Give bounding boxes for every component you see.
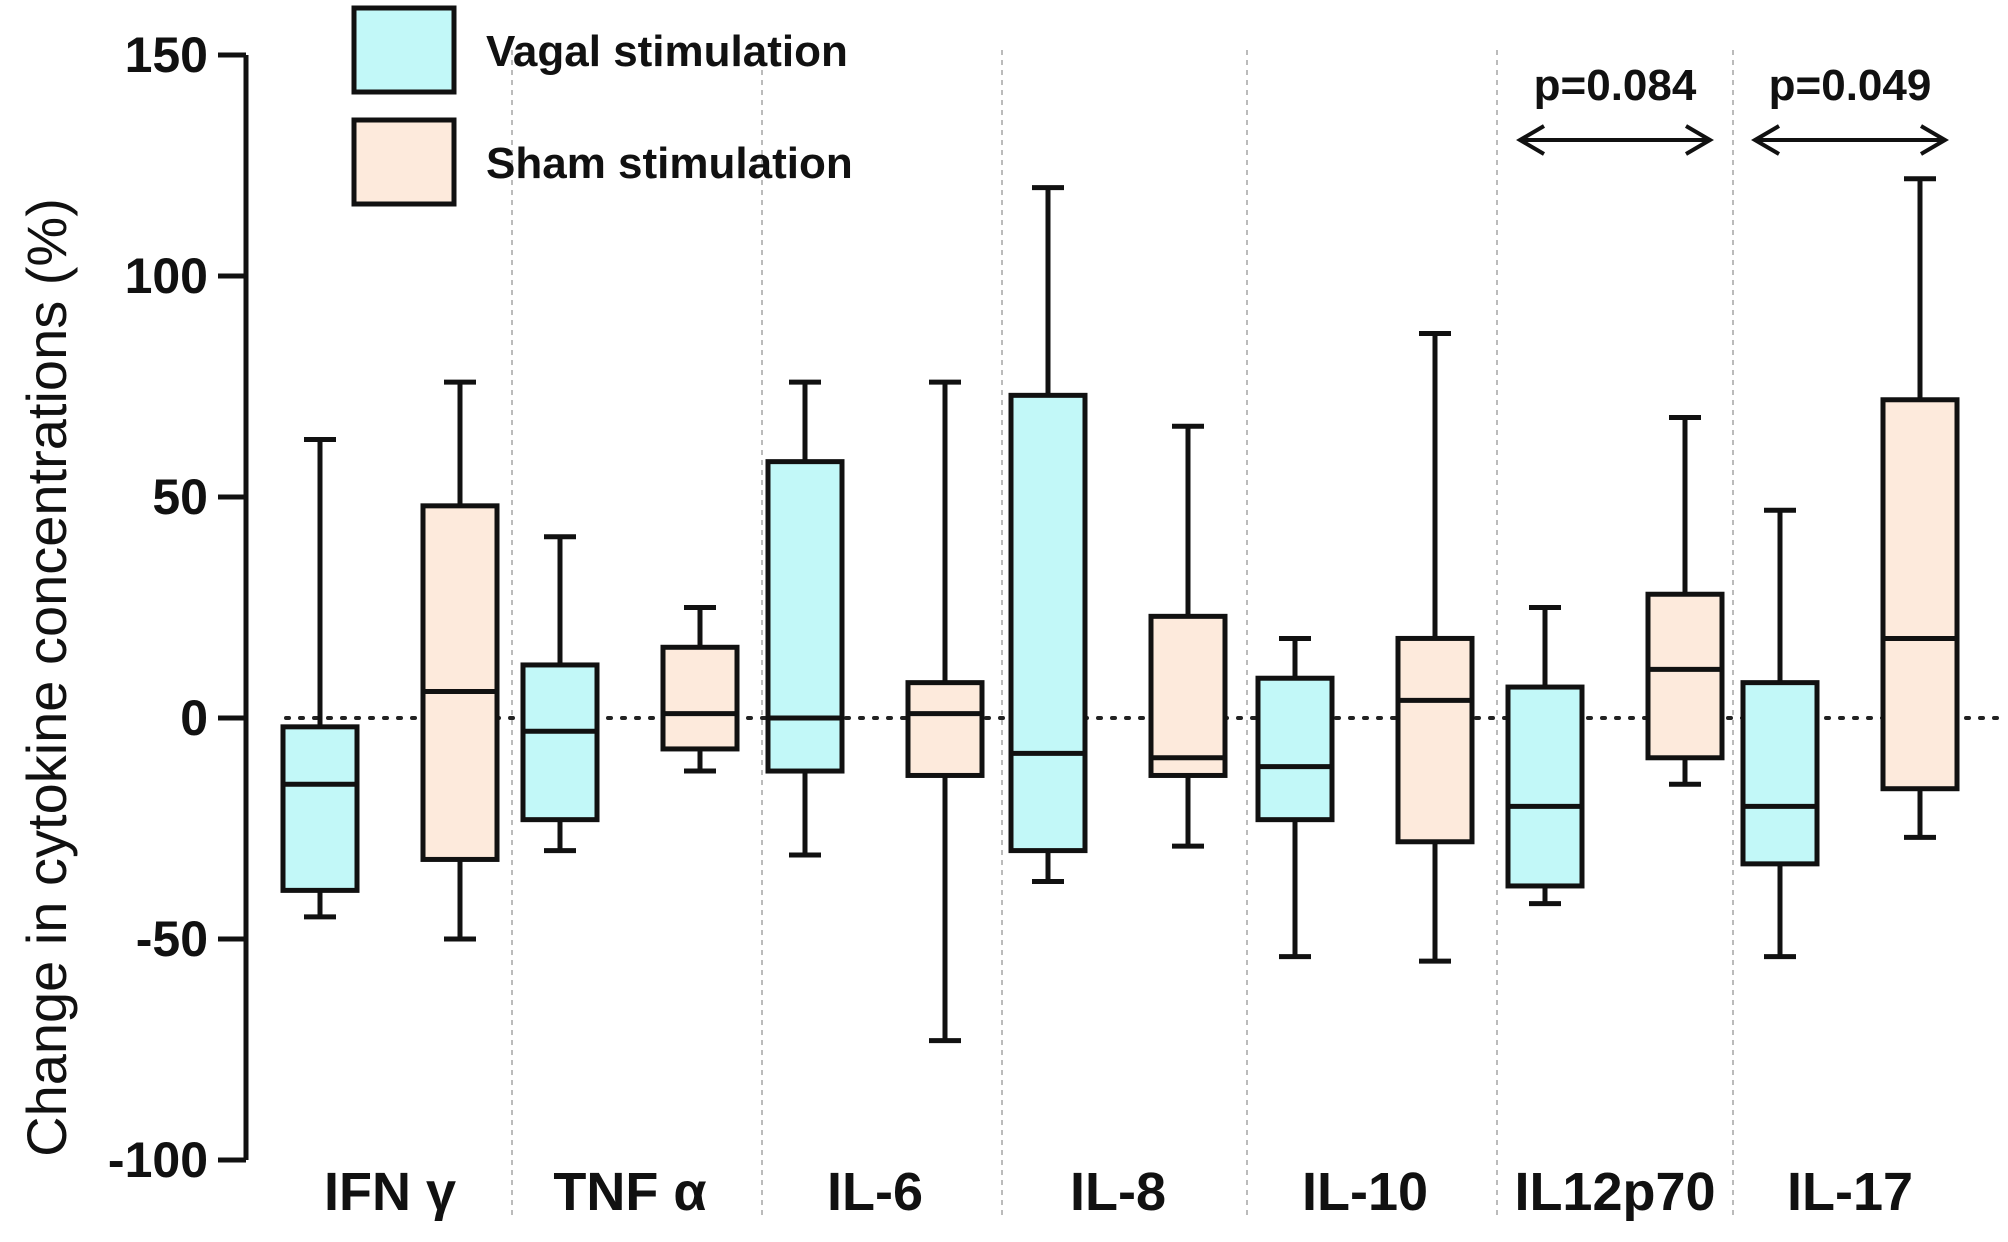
arrow-head-left [1516, 124, 1546, 156]
box-IL12p70 [1505, 605, 1585, 907]
box-IL-10 [1395, 330, 1475, 964]
y-tick-label: 50 [152, 469, 208, 525]
box-IL-17 [1880, 176, 1960, 840]
legend: Vagal stimulation Sham stimulation [351, 5, 853, 207]
box-iqr [1148, 613, 1228, 778]
box-iqr [420, 503, 500, 862]
box-IL-8 [1008, 185, 1088, 885]
category-label: IFN γ [324, 1162, 456, 1222]
category-label: IL-17 [1787, 1162, 1913, 1222]
box-IL-6 [765, 379, 845, 858]
p-value-label: p=0.084 [1534, 61, 1697, 110]
p-value-label: p=0.049 [1769, 61, 1932, 110]
box-IFN γ [420, 379, 500, 942]
y-tick-label: 0 [180, 690, 208, 746]
y-tick-label: -100 [108, 1132, 208, 1188]
box-IL-17 [1740, 507, 1820, 960]
box-iqr [905, 680, 985, 778]
y-tick-label: 100 [125, 248, 208, 304]
series-vagal [280, 185, 1820, 960]
legend-item: Sham stimulation [351, 117, 853, 207]
box-iqr [1255, 675, 1335, 823]
arrow-head-left [1751, 124, 1781, 156]
y-tick-label: -50 [136, 911, 208, 967]
box-iqr [660, 644, 740, 752]
box-iqr [520, 662, 600, 823]
legend-swatch [351, 117, 457, 207]
box-iqr [1740, 680, 1820, 867]
box-TNF α [660, 605, 740, 774]
category-label: IL-10 [1302, 1162, 1428, 1222]
box-TNF α [520, 534, 600, 854]
legend-item: Vagal stimulation [351, 5, 848, 95]
significance-annotation: p=0.084 [1516, 61, 1714, 156]
box-IL-8 [1148, 423, 1228, 849]
category-labels: IFN γ TNF α IL-6 IL-8 IL-10 IL12p70 IL-17 [324, 1162, 1913, 1222]
box-IL12p70 [1645, 414, 1725, 787]
box-iqr [1880, 397, 1960, 792]
box-IL-10 [1255, 635, 1335, 960]
y-tick-label: 150 [125, 27, 208, 83]
arrow-head-right [1919, 124, 1949, 156]
arrow-head-right [1684, 124, 1714, 156]
legend-label: Sham stimulation [486, 139, 853, 188]
box-series [280, 176, 1960, 1044]
y-axis-label: Change in cytokine concentrations (%) [15, 198, 78, 1157]
box-iqr [765, 459, 845, 774]
box-iqr [280, 724, 360, 893]
box-iqr [1008, 392, 1088, 854]
legend-label: Vagal stimulation [486, 27, 848, 76]
series-sham [420, 176, 1960, 1044]
box-iqr [1505, 684, 1585, 889]
y-axis: 150 100 50 0 -50 -100 [108, 27, 249, 1188]
category-separators [511, 50, 1734, 1215]
legend-swatch [351, 5, 457, 95]
significance-annotations: p=0.084 p=0.049 [1516, 61, 1949, 156]
category-label: IL12p70 [1514, 1162, 1715, 1222]
box-IFN γ [280, 437, 360, 920]
box-iqr [1645, 591, 1725, 761]
box-IL-6 [905, 379, 985, 1044]
category-label: IL-8 [1070, 1162, 1166, 1222]
significance-annotation: p=0.049 [1751, 61, 1949, 156]
category-label: IL-6 [827, 1162, 923, 1222]
box-iqr [1395, 635, 1475, 845]
category-label: TNF α [553, 1162, 706, 1222]
